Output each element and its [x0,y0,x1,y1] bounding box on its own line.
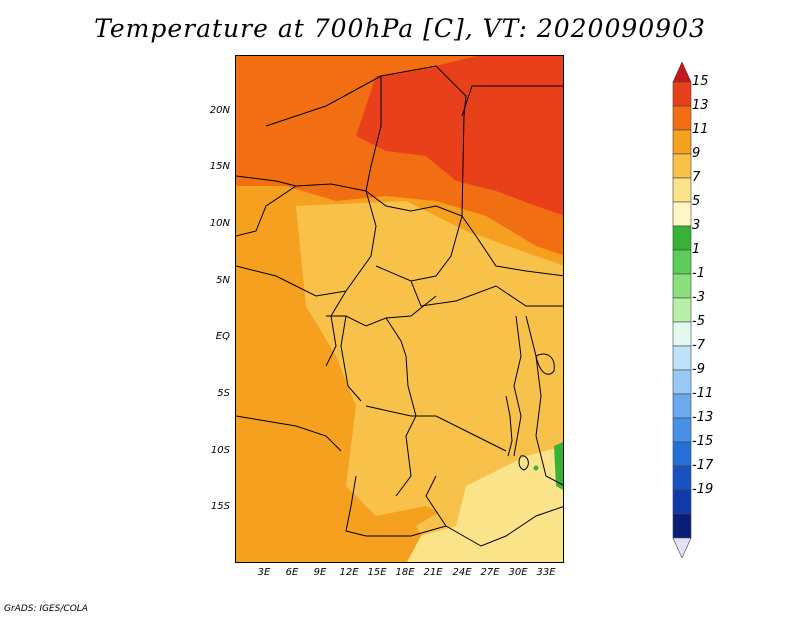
chart-title: Temperature at 700hPa [C], VT: 202009090… [94,14,706,43]
colorbar-segment [672,273,692,299]
lat-label: 15S [210,501,230,512]
lon-label: 21E [423,567,443,578]
colorbar-tick-label: 15 [692,74,709,89]
colorbar-tick-label: 5 [692,194,701,209]
interior-light-orange-region [296,201,563,526]
colorbar-segment [672,489,692,515]
colorbar-segment [672,225,692,251]
colorbar-segment [672,393,692,419]
colorbar-segment [672,129,692,155]
colorbar-tick-label: -11 [692,386,714,401]
colorbar-tick-label: 7 [692,170,701,185]
colorbar-top-arrow [672,62,692,83]
north-red-region [356,56,563,216]
colorbar-segment [672,369,692,395]
lon-label: 33E [536,567,556,578]
lon-label: 9E [313,567,327,578]
lon-label: 15E [367,567,387,578]
colorbar [672,62,692,558]
colorbar-tick-label: -5 [692,314,705,329]
lat-label: 10N [209,218,230,229]
colorbar-tick-label: -7 [692,338,705,353]
lat-label: 5N [216,275,230,286]
lat-label: 10S [210,445,230,456]
colorbar-bottom-arrow [672,537,692,558]
colorbar-segment [672,513,692,539]
colorbar-tick-label: -1 [692,266,705,281]
colorbar-segment [672,105,692,131]
colorbar-segment [672,81,692,107]
lat-label: 5S [217,388,230,399]
colorbar-tick-label: 9 [692,146,701,161]
country-borders [236,65,563,547]
green-patch [554,441,563,490]
lon-label: 18E [395,567,415,578]
footer-credit: GrADS: IGES/COLA [4,604,88,614]
lon-label: 3E [257,567,271,578]
colorbar-segment [672,249,692,275]
colorbar-tick-label: -19 [692,482,714,497]
colorbar-segment [672,177,692,203]
green-dot [533,465,539,471]
colorbar-segment [672,321,692,347]
lon-label: 27E [480,567,500,578]
southeast-pale-yellow [407,446,563,562]
colorbar-segment [672,345,692,371]
colorbar-tick-label: -15 [692,434,714,449]
colorbar-segment [672,417,692,443]
colorbar-tick-label: 1 [692,242,701,257]
colorbar-tick-label: -9 [692,362,705,377]
colorbar-tick-label: -17 [692,458,714,473]
lat-label: 15N [209,161,230,172]
colorbar-tick-label: 13 [692,98,709,113]
colorbar-segment [672,153,692,179]
colorbar-tick-label: 11 [692,122,709,137]
lon-label: 6E [285,567,299,578]
colorbar-segment [672,201,692,227]
colorbar-tick-label: -13 [692,410,714,425]
lakes [505,353,555,471]
colorbar-segment [672,465,692,491]
lon-label: 24E [452,567,472,578]
lon-label: 30E [508,567,528,578]
lat-label: EQ [215,331,230,342]
lat-label: 20N [209,105,230,116]
colorbar-tick-label: 3 [692,218,701,233]
colorbar-tick-label: -3 [692,290,705,305]
lon-label: 12E [339,567,359,578]
temperature-field-map [236,56,563,562]
colorbar-segment [672,297,692,323]
colorbar-segment [672,441,692,467]
map-panel [235,55,564,563]
